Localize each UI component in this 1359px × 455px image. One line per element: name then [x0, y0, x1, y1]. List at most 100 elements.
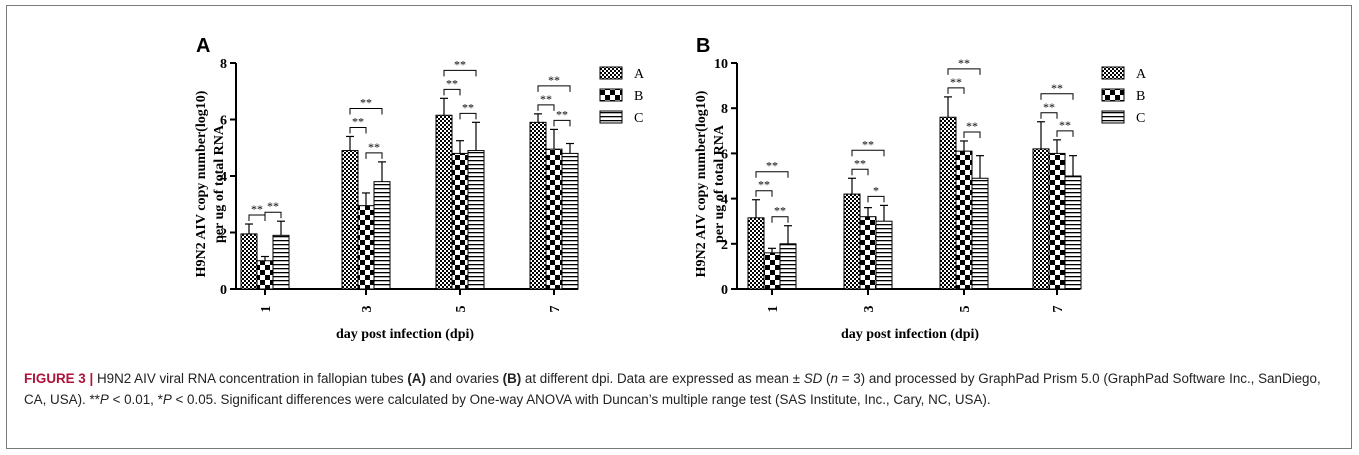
bar-series-c — [875, 220, 893, 290]
significance-label: ** — [1059, 118, 1071, 132]
figure-frame — [6, 5, 1352, 449]
x-tick-label: 3 — [360, 306, 375, 313]
significance-label: ** — [958, 56, 970, 70]
y-tick-label: 8 — [220, 57, 227, 72]
y-tick-label: 0 — [721, 283, 728, 298]
x-tick-label: 7 — [548, 306, 563, 313]
y-tick-label: 10 — [714, 57, 728, 72]
bar-series-a — [341, 150, 359, 290]
bar-series-c — [272, 234, 290, 290]
significance-label: ** — [556, 107, 568, 121]
bar-series-a — [240, 233, 258, 290]
x-tick-label: 1 — [259, 306, 274, 313]
significance-bracket — [755, 171, 789, 178]
bar-series-c — [373, 181, 391, 290]
bar-series-a — [529, 121, 547, 290]
y-tick-label: 2 — [220, 227, 227, 242]
bar-series-b — [256, 260, 274, 290]
x-tick-label: 5 — [958, 306, 973, 313]
significance-bracket — [264, 211, 282, 219]
legend-swatch-c — [599, 110, 623, 124]
significance-bracket — [867, 195, 885, 203]
y-tick-label: 0 — [220, 283, 227, 298]
legend-swatch-b — [599, 88, 623, 102]
significance-label: ** — [950, 75, 962, 89]
significance-bracket — [537, 104, 555, 111]
y-axis-title: H9N2 AIV copy number(log10) — [194, 90, 209, 277]
x-tick-label: 7 — [1051, 306, 1066, 313]
panel-letter-b: B — [696, 35, 710, 57]
x-axis-title: day post infection (dpi) — [336, 327, 474, 342]
figure-caption: FIGURE 3 | H9N2 AIV viral RNA concentrat… — [24, 368, 1334, 410]
significance-label: ** — [1043, 100, 1055, 114]
significance-label: ** — [862, 137, 874, 151]
significance-label: ** — [966, 119, 978, 133]
legend-label: A — [634, 67, 645, 82]
significance-label: ** — [368, 140, 380, 154]
significance-bracket — [851, 149, 885, 157]
y-tick-label: 6 — [721, 147, 728, 162]
bar-series-a — [1032, 148, 1050, 290]
caption-figure-label: FIGURE 3 | — [24, 371, 94, 386]
bar-series-b — [357, 205, 375, 290]
bar-series-c — [561, 152, 579, 290]
bar-series-c — [467, 150, 485, 290]
caption-text: = 3) and processed by GraphPad Prism 5.0… — [24, 371, 1321, 407]
bar-series-a — [435, 114, 453, 290]
bar-series-c — [971, 177, 989, 290]
significance-label: ** — [758, 178, 770, 192]
significance-bracket — [537, 85, 571, 92]
significance-bracket — [365, 152, 383, 159]
legend-swatch-a — [1101, 66, 1125, 80]
legend-label: C — [634, 111, 643, 126]
bar-series-b — [545, 148, 563, 290]
significance-label: ** — [454, 57, 466, 71]
significance-label: ** — [360, 95, 372, 109]
significance-label: ** — [267, 199, 279, 213]
significance-bracket — [1040, 93, 1074, 100]
legend-swatch-a — [599, 66, 623, 80]
caption-panel-b-ref: (B) — [502, 371, 522, 386]
y-axis-title: H9N2 AIV copy number(log10) — [694, 90, 709, 277]
significance-bracket — [1040, 112, 1058, 119]
caption-panel-a-ref: (A) — [407, 371, 426, 386]
x-axis-title: day post infection (dpi) — [841, 327, 979, 342]
x-tick-label: 1 — [766, 306, 781, 313]
bar-series-b — [955, 150, 973, 290]
legend-swatch-b — [1101, 88, 1125, 102]
chart-panel-a: A 0 2 4 6 8 1 ** ** 3 ** ** ** 5 ** ** ** 7 ** ** ** day pos… — [194, 35, 645, 342]
significance-label: * — [873, 183, 879, 197]
significance-bracket — [947, 68, 981, 75]
caption-text: < 0.01, * — [108, 392, 163, 407]
y-tick-label: 2 — [721, 238, 728, 253]
significance-bracket — [1056, 130, 1074, 137]
significance-bracket — [443, 69, 477, 77]
panel-letter-a: A — [196, 35, 210, 57]
bar-series-a — [939, 116, 957, 290]
significance-label: ** — [854, 156, 866, 170]
significance-bracket — [459, 112, 477, 120]
bar-series-a — [843, 193, 861, 290]
significance-label: ** — [766, 159, 778, 173]
x-tick-label: 3 — [862, 306, 877, 313]
caption-text: and ovaries — [425, 371, 503, 386]
significance-bracket — [851, 168, 869, 176]
caption-text: H9N2 AIV viral RNA concentration in fall… — [93, 371, 408, 386]
significance-bracket — [755, 190, 773, 197]
bar-series-b — [859, 216, 877, 290]
legend-label: B — [634, 89, 643, 104]
y-tick-label: 6 — [220, 114, 227, 129]
caption-text: ( — [822, 371, 831, 386]
significance-bracket — [349, 107, 383, 115]
significance-bracket — [443, 88, 461, 96]
significance-label: ** — [251, 202, 263, 216]
bar-series-b — [763, 252, 781, 290]
significance-label: ** — [774, 204, 786, 218]
caption-p: P — [162, 392, 172, 407]
y-axis-title-line2: per ug of total RNA — [712, 124, 727, 243]
legend-swatch-c — [1101, 110, 1125, 124]
significance-label: ** — [548, 73, 560, 87]
legend-label: B — [1136, 89, 1145, 104]
y-tick-label: 4 — [721, 193, 728, 208]
x-tick-label: 5 — [454, 306, 469, 313]
